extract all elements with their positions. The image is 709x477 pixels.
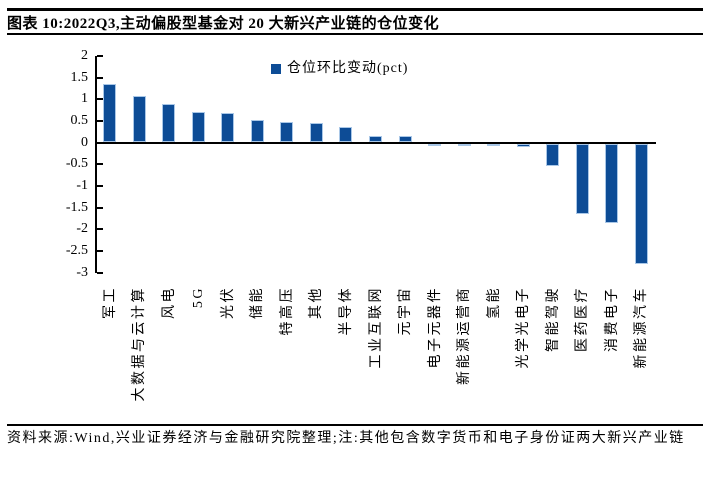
x-label: 医药医疗 xyxy=(575,286,591,352)
x-label: 特高压 xyxy=(279,286,295,336)
bar-风电 xyxy=(162,103,176,142)
y-tick-mark xyxy=(97,55,103,57)
legend-swatch-icon xyxy=(271,64,281,74)
bar-特高压 xyxy=(280,122,294,142)
x-label: 智能驾驶 xyxy=(545,286,561,352)
y-axis-line xyxy=(95,56,97,273)
x-label: 半导体 xyxy=(338,286,354,336)
y-tick-mark xyxy=(97,250,103,253)
x-label: 储能 xyxy=(250,286,266,319)
bar-光伏 xyxy=(221,113,235,142)
y-tick-label: -1.5 xyxy=(65,199,88,215)
y-tick-label: -0.5 xyxy=(65,156,88,172)
legend-label: 仓位环比变动(pct) xyxy=(287,61,409,76)
y-tick-label: 0 xyxy=(81,134,88,150)
x-label: 消费电子 xyxy=(604,286,620,352)
y-tick-mark xyxy=(97,163,103,166)
bar-储能 xyxy=(250,119,264,142)
y-tick-label: 0.5 xyxy=(70,113,89,128)
y-tick-mark xyxy=(97,271,103,274)
bar-智能驾驶 xyxy=(546,143,560,166)
bar-新能源运营商 xyxy=(457,143,471,146)
bar-军工 xyxy=(103,83,117,142)
x-label: 5G xyxy=(191,286,207,309)
x-label: 工业互联网 xyxy=(368,286,384,369)
top-divider xyxy=(7,8,703,11)
x-label: 光伏 xyxy=(220,286,236,319)
y-tick-label: -2 xyxy=(76,221,88,237)
bar-消费电子 xyxy=(605,143,619,223)
y-tick-label: -2.5 xyxy=(65,243,88,259)
x-label: 电子元器件 xyxy=(427,286,443,369)
bar-光学光电子 xyxy=(516,143,530,147)
y-tick-label: 1.5 xyxy=(70,69,89,85)
y-tick-mark xyxy=(97,76,103,79)
bar-医药医疗 xyxy=(575,143,589,214)
x-label: 元宇宙 xyxy=(398,286,414,336)
y-tick-mark xyxy=(97,98,103,101)
bar-5G xyxy=(191,111,205,142)
title-divider xyxy=(7,33,703,35)
bar-大数据与云计算 xyxy=(132,96,146,142)
bar-半导体 xyxy=(339,127,353,142)
bar-元宇宙 xyxy=(398,136,412,142)
x-label: 大数据与云计算 xyxy=(132,286,148,402)
x-label: 光学光电子 xyxy=(516,286,532,369)
figure-title: 图表 10:2022Q3,主动偏股型基金对 20 大新兴产业链的仓位变化 xyxy=(7,16,440,32)
y-tick-label: 2 xyxy=(81,48,88,63)
footer-divider xyxy=(7,424,703,426)
bar-其他 xyxy=(309,123,323,142)
x-label: 风电 xyxy=(161,286,177,319)
y-tick-mark xyxy=(97,185,103,188)
bar-工业互联网 xyxy=(369,136,382,142)
y-tick-label: -1 xyxy=(76,178,88,194)
y-tick-mark xyxy=(97,120,103,122)
y-tick-mark xyxy=(97,228,103,231)
bar-氢能 xyxy=(487,143,501,146)
y-tick-label: -3 xyxy=(76,264,88,280)
y-tick-label: 1 xyxy=(81,91,88,107)
y-tick-mark xyxy=(97,206,103,209)
x-label: 军工 xyxy=(102,286,118,319)
source-note: 资料来源:Wind,兴业证券经济与金融研究院整理;注:其他包含数字货币和电子身份… xyxy=(7,431,685,446)
bar-电子元器件 xyxy=(428,143,442,146)
x-label: 新能源运营商 xyxy=(457,286,473,385)
bar-新能源汽车 xyxy=(634,143,648,265)
x-label: 新能源汽车 xyxy=(634,286,650,369)
x-axis-line xyxy=(95,141,656,144)
x-label: 其他 xyxy=(309,286,325,319)
x-label: 氢能 xyxy=(486,286,502,319)
